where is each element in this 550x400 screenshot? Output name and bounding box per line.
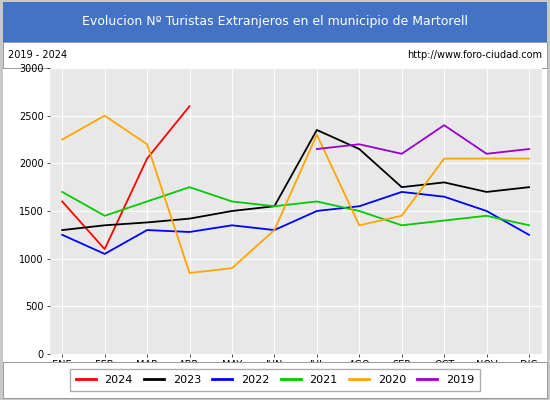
- Legend: 2024, 2023, 2022, 2021, 2020, 2019: 2024, 2023, 2022, 2021, 2020, 2019: [70, 369, 480, 391]
- Text: Evolucion Nº Turistas Extranjeros en el municipio de Martorell: Evolucion Nº Turistas Extranjeros en el …: [82, 16, 468, 28]
- Text: http://www.foro-ciudad.com: http://www.foro-ciudad.com: [407, 50, 542, 60]
- Text: 2019 - 2024: 2019 - 2024: [8, 50, 67, 60]
